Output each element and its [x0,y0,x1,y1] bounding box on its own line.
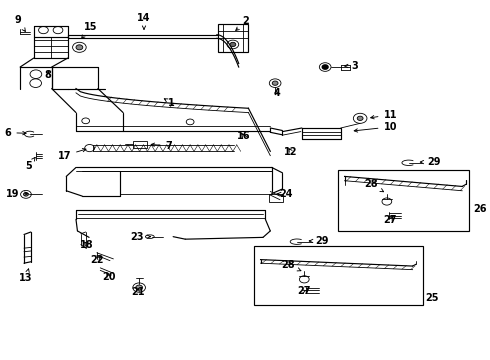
Text: 6: 6 [4,128,26,138]
Text: 20: 20 [102,272,115,282]
Text: 3: 3 [344,61,358,71]
Text: 9: 9 [14,15,25,31]
Text: 12: 12 [284,147,298,157]
Text: 29: 29 [420,157,441,167]
Text: 14: 14 [137,13,151,29]
Text: 23: 23 [130,232,150,242]
Text: 10: 10 [354,122,397,132]
Bar [133,141,147,148]
Text: 17: 17 [58,149,86,161]
Circle shape [319,63,331,71]
Text: 29: 29 [309,236,329,246]
Circle shape [76,45,83,50]
Text: 21: 21 [131,287,145,297]
Text: 15: 15 [82,22,98,39]
Text: 18: 18 [80,240,94,250]
Text: 7: 7 [151,141,172,151]
Circle shape [24,193,28,196]
Text: 28: 28 [364,179,384,192]
Text: 25: 25 [426,293,439,303]
Bar [270,194,283,202]
Text: 27: 27 [384,215,397,225]
Circle shape [357,116,363,121]
Bar [218,24,248,51]
Circle shape [322,65,328,69]
Circle shape [136,285,143,290]
Text: 8: 8 [45,70,52,80]
Text: 28: 28 [281,260,301,271]
Text: 4: 4 [273,88,280,98]
Text: 11: 11 [371,110,397,120]
Text: 27: 27 [297,286,311,296]
Text: 2: 2 [236,17,249,31]
Circle shape [272,81,278,85]
Text: 26: 26 [473,204,487,215]
Bar [254,246,423,305]
Text: 22: 22 [90,255,103,265]
Text: 1: 1 [164,98,175,108]
Text: 5: 5 [25,157,35,171]
Text: 16: 16 [237,131,250,141]
Text: 24: 24 [277,189,293,199]
Circle shape [230,42,236,46]
Text: 13: 13 [19,269,33,283]
Text: 19: 19 [6,189,28,199]
Bar [338,170,469,231]
